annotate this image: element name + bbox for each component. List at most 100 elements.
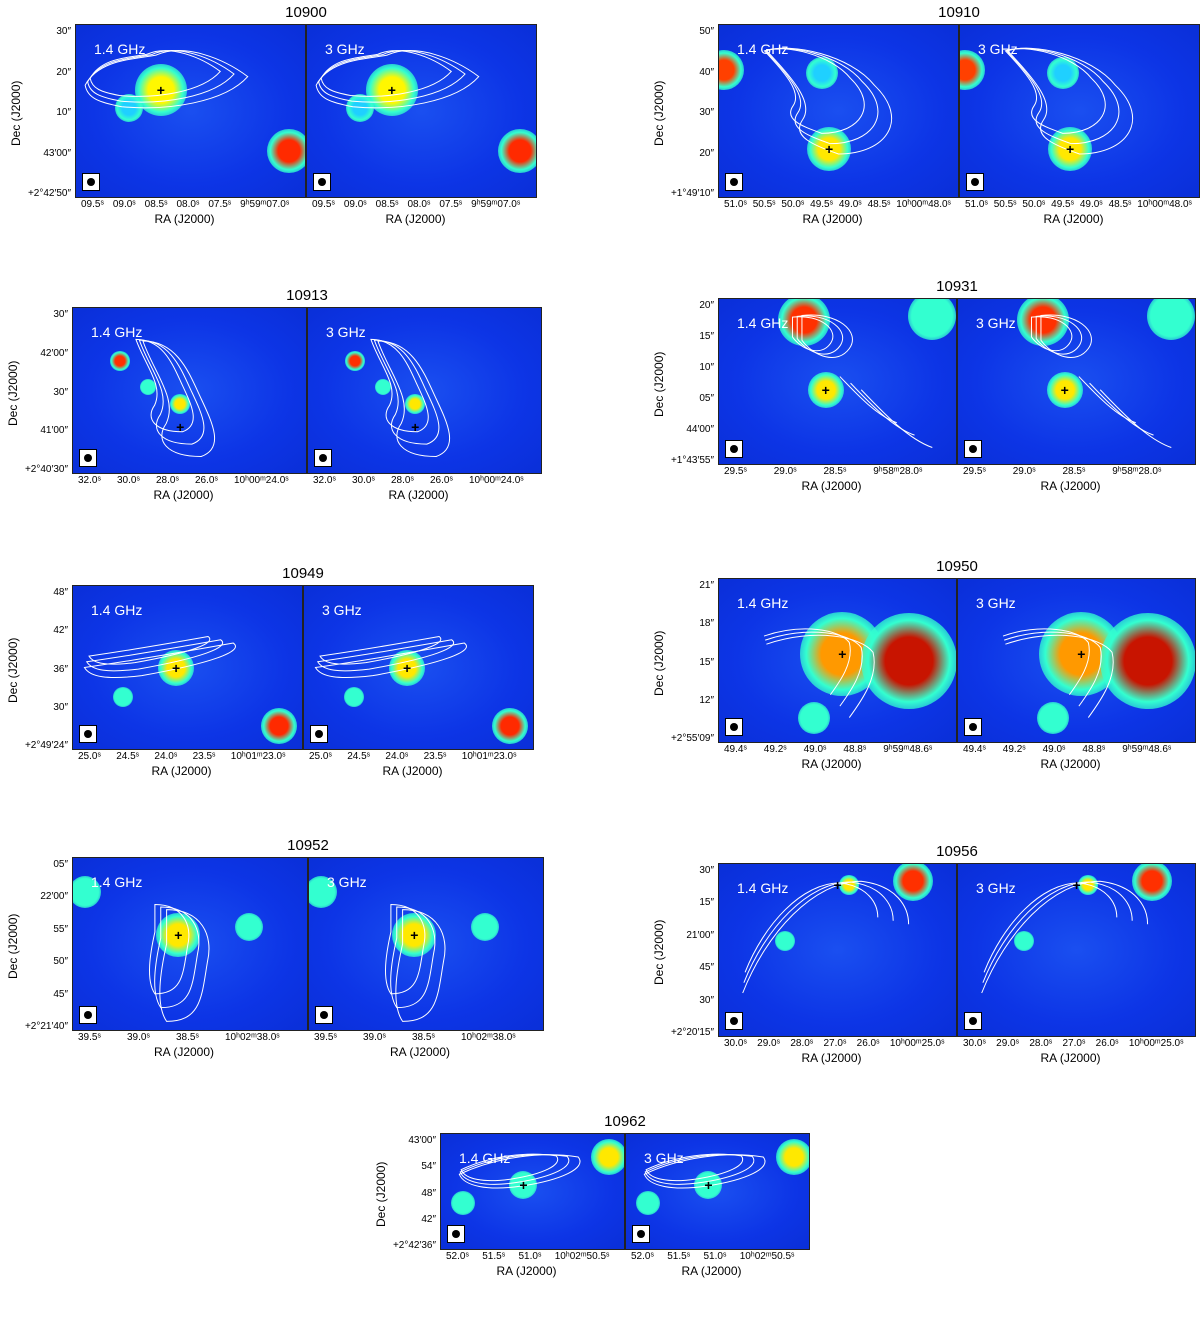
host-position-cross-icon: + — [519, 1176, 528, 1193]
dec-tick-label: 30″ — [699, 107, 714, 118]
contour-line — [745, 883, 878, 972]
optical-source — [1017, 299, 1070, 347]
contour-line — [371, 339, 428, 431]
beam-ellipse — [971, 178, 979, 186]
dec-tick-label: 15″ — [699, 331, 714, 342]
contour-line — [767, 48, 892, 154]
dec-tick-label: +1°49′10″ — [670, 188, 714, 199]
dec-tick-label: 15″ — [699, 897, 714, 909]
ra-tick-label: 09.5ˢ — [81, 199, 104, 210]
contour-line — [743, 881, 909, 993]
ra-tick-label: 10ʰ00ᵐ48.0ˢ — [896, 199, 951, 210]
contour-line — [316, 51, 479, 108]
dec-axis-label: Dec (J2000) — [9, 80, 23, 146]
optical-source — [1046, 57, 1079, 90]
figure-title: 10931 — [936, 278, 978, 295]
optical-source — [805, 57, 838, 90]
radio-contours — [307, 25, 536, 197]
contour-line — [792, 317, 896, 423]
ra-tick-label: 10ʰ02ᵐ38.0ˢ — [225, 1032, 280, 1043]
dec-axis-label: Dec (J2000) — [652, 630, 666, 696]
dec-tick-label: +2°40′30″ — [24, 464, 68, 475]
contour-line — [1003, 629, 1089, 695]
image-panel-3ghz: +3 GHz — [959, 24, 1200, 198]
ra-tick-label: 10ʰ00ᵐ24.0ˢ — [234, 475, 289, 486]
ra-axis-label: RA (J2000) — [801, 479, 862, 493]
radio-contours — [73, 858, 307, 1030]
dec-axis-label: Dec (J2000) — [652, 919, 666, 985]
beam-ellipse — [637, 1230, 645, 1238]
ra-axis-label: RA (J2000) — [151, 764, 212, 778]
contour-line — [646, 1154, 743, 1181]
ra-tick-label: 29.5ˢ — [963, 466, 986, 477]
ra-tick-label: 10ʰ00ᵐ25.0ˢ — [1128, 1038, 1184, 1049]
contour-line — [1008, 48, 1133, 154]
ra-tick-label: 9ʰ59ᵐ07.0ˢ — [471, 199, 521, 210]
image-panel-3ghz: +3 GHz — [625, 1133, 810, 1250]
optical-source — [908, 299, 956, 340]
ra-tick-label: 49.4ˢ — [724, 744, 747, 755]
ra-tick-label: 28.0ˢ — [156, 475, 179, 486]
ra-tick-label: 9ʰ59ᵐ48.6ˢ — [1122, 744, 1172, 755]
ra-tick-label: 39.0ˢ — [363, 1032, 386, 1043]
host-position-cross-icon: + — [403, 659, 412, 676]
ra-tick-label: 07.5ˢ — [439, 199, 463, 210]
beam-size-indicator — [964, 440, 982, 458]
radio-contours — [309, 858, 543, 1030]
image-panel-1p4ghz: +1.4 GHz — [718, 24, 959, 198]
dec-tick-label: 30″ — [56, 26, 71, 37]
contour-line — [1005, 49, 1105, 134]
figure-title: 10952 — [287, 837, 329, 854]
dec-tick-label: 48″ — [53, 587, 68, 598]
radio-contours — [719, 299, 956, 464]
optical-source — [1047, 126, 1092, 171]
frequency-label: 3 GHz — [322, 602, 362, 618]
optical-source — [807, 371, 844, 408]
ra-tick-label: 9ʰ59ᵐ07.0ˢ — [240, 199, 290, 210]
ra-axis-label: RA (J2000) — [390, 1045, 451, 1059]
host-position-cross-icon: + — [176, 418, 185, 435]
beam-size-indicator — [314, 449, 332, 467]
contour-line — [1036, 316, 1153, 435]
dec-axis-label: Dec (J2000) — [6, 360, 20, 426]
beam-ellipse — [730, 445, 738, 453]
ra-tick-label: 50.0ˢ — [781, 199, 805, 210]
ra-tick-label: 9ʰ58ᵐ28.0ˢ — [1112, 466, 1162, 477]
ra-tick-label: 23.5ˢ — [423, 751, 447, 762]
ra-tick-label: 28.5ˢ — [823, 466, 847, 477]
dec-tick-label: 30″ — [53, 309, 68, 320]
host-position-cross-icon: + — [156, 82, 165, 99]
radio-contours — [719, 25, 958, 197]
ra-tick-label: 23.5ˢ — [192, 751, 216, 762]
ra-tick-label: 30.0ˢ — [352, 475, 375, 486]
dec-tick-label: 10″ — [699, 362, 714, 373]
dec-tick-label: 40″ — [699, 66, 714, 78]
ra-tick-label: 10ʰ00ᵐ24.0ˢ — [469, 475, 524, 486]
figure-title: 10910 — [938, 4, 980, 21]
contour-line — [374, 340, 439, 444]
image-panel-3ghz: +3 GHz — [306, 24, 537, 198]
ra-tick-label: 48.8ˢ — [1082, 744, 1106, 755]
dec-tick-label: 43′00″ — [43, 147, 71, 159]
host-position-cross-icon: + — [387, 82, 396, 99]
ra-tick-label: 50.5ˢ — [993, 199, 1017, 210]
optical-source — [778, 299, 831, 347]
dec-tick-label: 12″ — [699, 694, 714, 706]
ra-tick-label: 39.0ˢ — [127, 1032, 150, 1043]
ra-tick-label: 09.5ˢ — [312, 199, 335, 210]
ra-tick-label: 10ʰ00ᵐ25.0ˢ — [889, 1038, 945, 1049]
contour-line — [378, 341, 450, 457]
beam-ellipse — [320, 1011, 328, 1019]
ra-axis-label: RA (J2000) — [154, 1045, 215, 1059]
contour-line — [155, 907, 199, 1008]
ra-tick-label: 26.0ˢ — [430, 475, 453, 486]
ra-tick-label: 49.5ˢ — [1051, 199, 1075, 210]
host-position-cross-icon: + — [838, 645, 847, 662]
beam-size-indicator — [632, 1225, 650, 1243]
beam-size-indicator — [447, 1225, 465, 1243]
optical-source — [170, 393, 191, 414]
host-position-cross-icon: + — [1065, 140, 1075, 157]
radio-contours — [304, 586, 533, 749]
radio-contours — [73, 308, 306, 473]
ra-axis-label: RA (J2000) — [153, 488, 214, 502]
